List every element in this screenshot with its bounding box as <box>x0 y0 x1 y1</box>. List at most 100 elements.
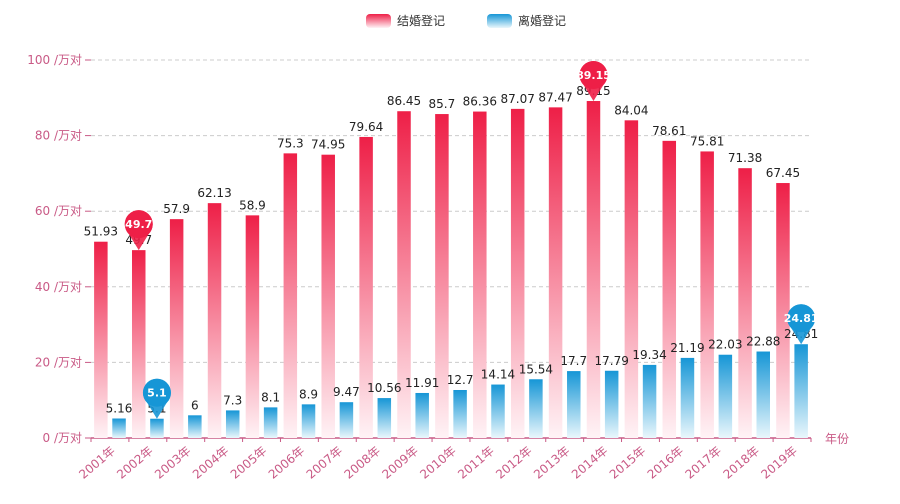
y-tick-label: 0 /万对 <box>43 431 83 445</box>
legend-swatch <box>366 14 391 28</box>
data-label: 74.95 <box>311 138 345 152</box>
bar-divorce <box>263 407 278 438</box>
data-label: 5.16 <box>106 401 133 415</box>
x-tick-label: 2002年 <box>114 444 156 482</box>
x-tick-label: 2005年 <box>228 444 270 482</box>
bar-marriage <box>586 101 601 438</box>
x-tick-label: 2006年 <box>266 444 308 482</box>
data-label: 15.54 <box>519 362 553 376</box>
data-label: 58.9 <box>239 198 266 212</box>
x-axis-label: 年份 <box>825 432 849 446</box>
marker-circle <box>787 304 816 333</box>
data-label: 87.07 <box>501 92 535 106</box>
legend-item-0[interactable]: 结婚登记 <box>366 13 445 28</box>
y-tick-label: 100 /万对 <box>27 53 82 67</box>
bar-marriage <box>245 215 260 438</box>
x-tick-label: 2010年 <box>417 444 459 482</box>
y-tick-label: 60 /万对 <box>35 204 82 218</box>
bar-marriage <box>700 151 714 438</box>
bar-divorce <box>529 379 543 438</box>
data-label: 22.03 <box>708 338 742 352</box>
data-label: 86.45 <box>387 94 421 108</box>
marker-pin: 5.1 <box>142 378 171 419</box>
data-label: 17.79 <box>594 354 628 368</box>
marker-pin: 49.7 <box>124 210 153 251</box>
legend-label: 离婚登记 <box>518 13 566 28</box>
marker-circle <box>142 378 171 407</box>
x-tick-label: 2015年 <box>607 444 649 482</box>
legend[interactable]: 结婚登记 离婚登记 <box>366 13 566 28</box>
bar-divorce <box>377 398 392 438</box>
data-label: 22.88 <box>746 335 780 349</box>
bar-divorce <box>112 418 126 438</box>
bar-divorce <box>150 418 164 438</box>
data-label: 62.13 <box>197 186 231 200</box>
data-label: 10.56 <box>367 381 401 395</box>
data-label: 6 <box>191 398 199 412</box>
data-label: 87.47 <box>538 90 572 104</box>
data-label: 11.91 <box>405 376 439 390</box>
data-label: 8.9 <box>299 387 318 401</box>
data-label: 14.14 <box>481 368 515 382</box>
bar-marriage <box>662 140 677 439</box>
bar-marriage <box>207 203 222 438</box>
bar-marriage <box>94 241 108 438</box>
data-label: 78.61 <box>652 124 686 138</box>
data-label: 17.7 <box>560 354 587 368</box>
y-tick-label: 20 /万对 <box>35 355 82 369</box>
marker-circle <box>124 210 153 239</box>
bar-divorce <box>188 415 202 438</box>
bar-divorce <box>567 371 581 438</box>
data-label: 7.3 <box>223 393 242 407</box>
markers: 49.7 89.15 5.1 24.81 <box>124 61 819 419</box>
marker-label: 89.15 <box>576 69 611 82</box>
bar-divorce <box>453 389 467 438</box>
bar-divorce <box>604 370 619 438</box>
bar-divorce <box>680 357 695 438</box>
x-tick-label: 2011年 <box>455 444 497 482</box>
x-tick-label: 2009年 <box>379 444 421 482</box>
bar-marriage <box>473 111 487 438</box>
data-label: 86.36 <box>463 95 497 109</box>
x-tick-label: 2012年 <box>493 444 535 482</box>
data-label: 57.9 <box>163 202 190 216</box>
x-tick-label: 2008年 <box>342 444 384 482</box>
marker-pin: 24.81 <box>784 304 819 345</box>
x-tick-label: 2014年 <box>569 444 611 482</box>
bar-divorce <box>339 402 354 438</box>
data-label: 12.7 <box>447 373 474 387</box>
y-tick-label: 40 /万对 <box>35 280 82 294</box>
bar-divorce <box>415 392 429 438</box>
x-tick-label: 2001年 <box>76 444 118 482</box>
bar-divorce <box>642 364 657 438</box>
bar-divorce <box>718 354 733 438</box>
bar-marriage <box>131 250 146 438</box>
data-label: 8.1 <box>261 390 280 404</box>
bars <box>94 101 808 439</box>
bar-marriage <box>548 107 563 438</box>
bar-marriage <box>738 168 752 438</box>
x-tick-label: 2007年 <box>304 444 346 482</box>
data-label: 19.34 <box>632 348 666 362</box>
bar-divorce <box>225 410 240 438</box>
marker-label: 5.1 <box>147 387 167 400</box>
x-tick-label: 2003年 <box>152 444 194 482</box>
bar-marriage <box>510 108 525 438</box>
data-label: 84.04 <box>614 103 648 117</box>
legend-item-1[interactable]: 离婚登记 <box>487 13 566 28</box>
marker-label: 24.81 <box>784 312 819 325</box>
bar-marriage <box>397 111 411 439</box>
legend-label: 结婚登记 <box>397 13 445 28</box>
bar-marriage <box>321 154 335 438</box>
bar-divorce <box>756 351 771 438</box>
x-tick-label: 2004年 <box>190 444 232 482</box>
bar-marriage <box>359 136 373 438</box>
bar-marriage <box>435 114 449 438</box>
bar-marriage <box>776 183 790 438</box>
x-tick-label: 2013年 <box>531 444 573 482</box>
marker-circle <box>579 61 608 90</box>
bar-divorce <box>301 404 316 438</box>
data-label: 85.7 <box>429 97 456 111</box>
bar-divorce <box>491 384 505 438</box>
